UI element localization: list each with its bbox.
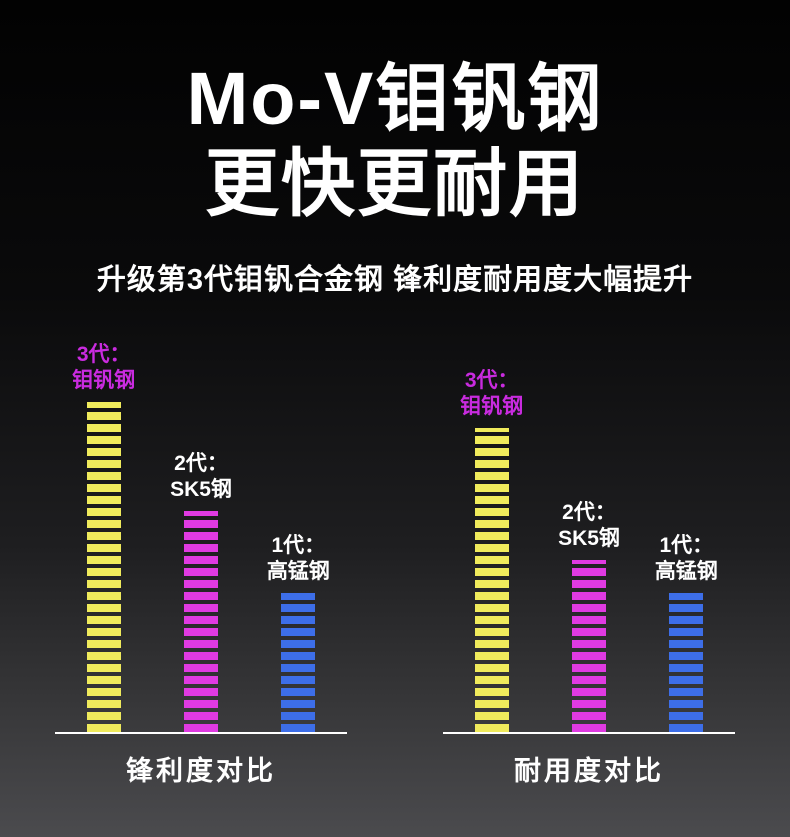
sharpness-bars-area: 3代： 钼钒钢 2代： SK5钢 1代： 高锰钢 <box>55 342 347 735</box>
bar-label: 1代： 高锰钢 <box>654 533 718 583</box>
bar-item: 3代： 钼钒钢 <box>55 342 152 733</box>
bar-label: 2代： SK5钢 <box>558 500 620 550</box>
charts-row: 3代： 钼钒钢 2代： SK5钢 1代： 高锰钢 锋利度对比 3代： 钼钒钢 2代： SK5钢 1… <box>0 342 790 788</box>
bar-item: 2代： SK5钢 <box>152 451 249 733</box>
title-line1: Mo-V钼钒钢 <box>186 57 604 140</box>
bar-item: 3代： 钼钒钢 <box>443 368 540 733</box>
sharpness-chart-title: 锋利度对比 <box>126 756 276 787</box>
durability-bars-area: 3代： 钼钒钢 2代： SK5钢 1代： 高锰钢 <box>443 342 735 735</box>
bar <box>669 593 704 733</box>
chart-durability: 3代： 钼钒钢 2代： SK5钢 1代： 高锰钢 耐用度对比 <box>443 342 735 788</box>
bar-label: 3代： 钼钒钢 <box>460 368 524 418</box>
bar-item: 2代： SK5钢 <box>540 500 637 733</box>
bar-label: 1代： 高锰钢 <box>266 533 330 583</box>
bar-item: 1代： 高锰钢 <box>250 533 347 733</box>
bar-label: 2代： SK5钢 <box>170 451 232 501</box>
durability-chart-title: 耐用度对比 <box>514 756 664 787</box>
bar <box>474 428 509 733</box>
bar-label: 3代： 钼钒钢 <box>72 342 136 392</box>
title-line2: 更快更耐用 <box>205 142 585 226</box>
chart-sharpness: 3代： 钼钒钢 2代： SK5钢 1代： 高锰钢 锋利度对比 <box>55 342 347 788</box>
bar <box>183 511 218 733</box>
bar <box>571 560 606 733</box>
subtitle: 升级第3代钼钒合金钢 锋利度耐用度大幅提升 <box>96 264 694 297</box>
bar-item: 1代： 高锰钢 <box>638 533 735 733</box>
bar <box>281 593 316 733</box>
bar <box>86 402 121 733</box>
